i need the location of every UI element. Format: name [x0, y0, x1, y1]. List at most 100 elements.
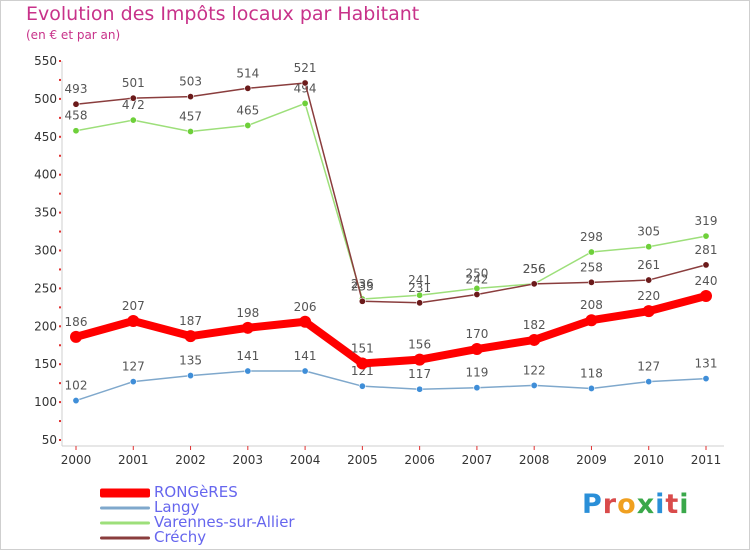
data-label: 141	[294, 349, 317, 363]
data-point	[645, 378, 653, 386]
data-label: 256	[523, 262, 546, 276]
logo-letter: i	[679, 489, 690, 520]
data-label: 151	[351, 341, 374, 355]
data-label: 187	[179, 314, 202, 328]
data-label: 231	[408, 281, 431, 295]
x-tick-label: 2003	[233, 453, 264, 467]
y-minor-tick	[59, 135, 61, 138]
logo-letter: r	[602, 489, 618, 520]
data-point	[702, 232, 710, 240]
legend-swatch	[100, 488, 150, 498]
data-label: 521	[294, 61, 317, 75]
data-label: 501	[122, 76, 145, 90]
data-label: 131	[695, 357, 718, 371]
data-label: 206	[294, 300, 317, 314]
data-point	[244, 84, 252, 92]
data-label: 118	[580, 366, 603, 380]
chart-title: Evolution des Impôts locaux par Habitant	[26, 3, 420, 25]
data-label: 457	[179, 109, 202, 123]
logo-letter: i	[655, 489, 666, 520]
y-minor-tick	[59, 268, 61, 271]
data-point	[416, 385, 424, 393]
y-minor-tick	[59, 154, 61, 157]
data-point	[301, 79, 309, 87]
data-point	[416, 291, 424, 299]
data-label: 117	[408, 367, 431, 381]
x-tick-label: 2011	[691, 453, 722, 467]
data-label: 494	[294, 81, 317, 95]
data-label: 472	[122, 98, 145, 112]
data-point	[702, 375, 710, 383]
data-point	[645, 243, 653, 251]
data-label: 256	[523, 262, 546, 276]
data-label: 186	[65, 315, 88, 329]
y-tick-label: 400	[34, 168, 57, 182]
data-point	[587, 278, 595, 286]
data-label: 261	[637, 258, 660, 272]
y-minor-tick	[59, 401, 61, 404]
chart-subtitle: (en € et par an)	[26, 28, 121, 42]
y-tick-label: 250	[34, 281, 57, 295]
y-minor-tick	[59, 230, 61, 233]
legend-swatch	[100, 536, 150, 540]
data-label: 182	[523, 318, 546, 332]
data-point	[530, 381, 538, 389]
data-label: 208	[580, 298, 603, 312]
data-label: 240	[695, 274, 718, 288]
data-label: 458	[65, 109, 88, 123]
x-tick-label: 2000	[61, 453, 92, 467]
x-tick-label: 2004	[290, 453, 321, 467]
y-tick-label: 450	[34, 130, 57, 144]
data-label: 465	[236, 103, 259, 117]
y-tick-label: 500	[34, 92, 57, 106]
y-minor-tick	[59, 97, 61, 100]
data-label: 503	[179, 75, 202, 89]
data-label: 207	[122, 299, 145, 313]
y-minor-tick	[59, 287, 61, 290]
proxiti-logo: Proxiti	[582, 489, 690, 520]
data-label: 319	[695, 214, 718, 228]
logo-letter: t	[665, 489, 680, 520]
data-label: 220	[637, 289, 660, 303]
data-label: 127	[122, 360, 145, 374]
data-point	[129, 378, 137, 386]
data-label: 121	[351, 364, 374, 378]
data-label: 127	[637, 360, 660, 374]
data-point	[72, 127, 80, 135]
data-label: 170	[465, 327, 488, 341]
series-line-1	[75, 370, 707, 402]
x-tick-label: 2002	[175, 453, 206, 467]
legend-swatch	[100, 521, 150, 525]
data-point	[129, 94, 137, 102]
data-point	[72, 397, 80, 405]
data-point	[702, 261, 710, 269]
data-point	[585, 314, 598, 327]
data-point	[358, 297, 366, 305]
data-point	[473, 290, 481, 298]
data-point	[473, 384, 481, 392]
data-label: 250	[465, 266, 488, 280]
y-tick-label: 150	[34, 357, 57, 371]
data-point	[299, 315, 312, 328]
data-point	[301, 367, 309, 375]
data-label: 135	[179, 354, 202, 368]
series-line-2	[75, 102, 707, 300]
logo-letter: o	[617, 489, 637, 520]
y-minor-tick	[59, 116, 61, 119]
y-tick-label: 50	[42, 433, 57, 447]
data-point	[70, 330, 82, 343]
y-minor-tick	[59, 382, 61, 385]
series-line-3	[75, 82, 707, 304]
data-point	[356, 357, 369, 370]
data-point	[127, 314, 140, 327]
y-tick-label: 550	[34, 54, 57, 68]
x-tick-label: 2007	[462, 453, 493, 467]
data-label: 156	[408, 338, 431, 352]
x-tick-label: 2008	[519, 453, 550, 467]
data-label: 198	[236, 306, 259, 320]
data-label: 258	[580, 260, 603, 274]
data-point	[358, 382, 366, 390]
data-label: 493	[65, 82, 88, 96]
